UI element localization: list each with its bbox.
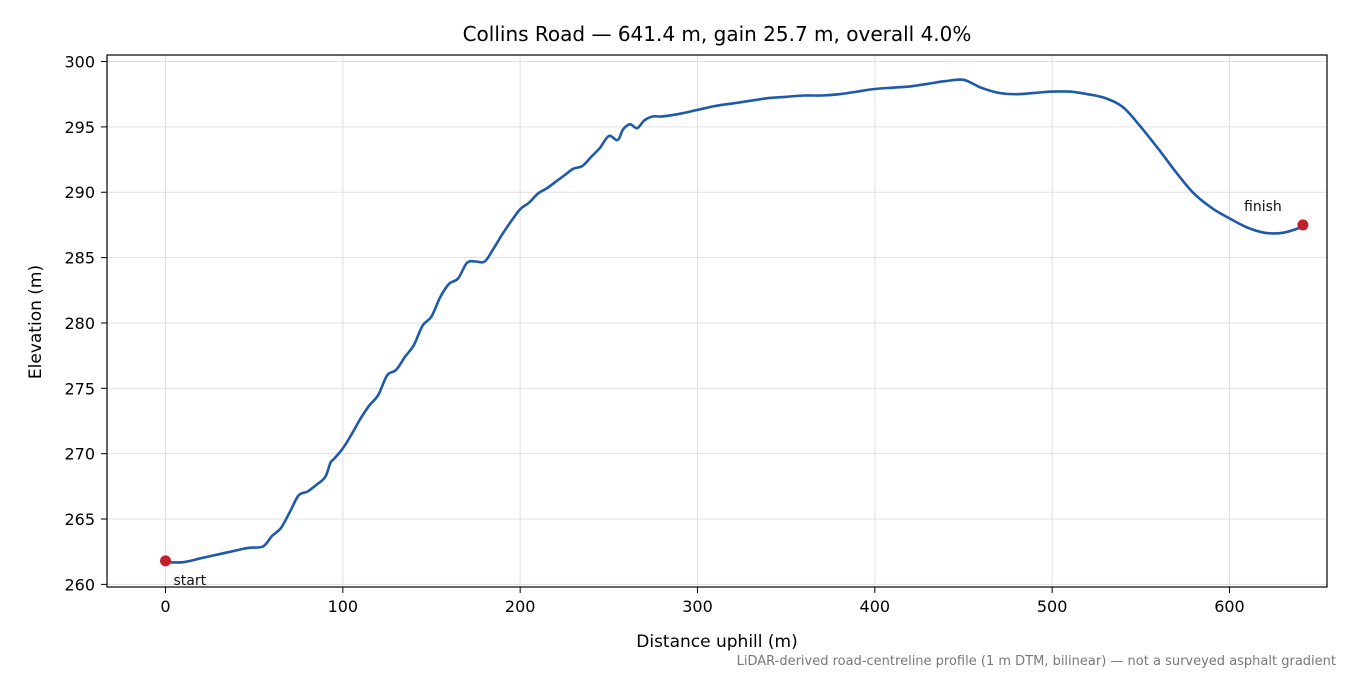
y-tick-label: 270 <box>64 445 95 464</box>
x-tick-label: 0 <box>160 597 170 616</box>
x-axis-ticks: 0 100 200 300 400 500 600 <box>160 587 1245 616</box>
x-tick-label: 300 <box>682 597 713 616</box>
grid-lines <box>107 55 1327 587</box>
x-axis-label: Distance uphill (m) <box>636 632 797 652</box>
y-tick-label: 285 <box>64 249 95 268</box>
chart-title: Collins Road — 641.4 m, gain 25.7 m, ove… <box>463 22 972 46</box>
y-tick-label: 265 <box>64 510 95 529</box>
y-axis-ticks: 260 265 270 275 280 285 290 295 300 <box>64 53 107 594</box>
markers-layer: start finish <box>160 199 1309 589</box>
x-tick-label: 600 <box>1214 597 1245 616</box>
x-tick-label: 200 <box>505 597 536 616</box>
x-tick-label: 100 <box>328 597 359 616</box>
footnote: LiDAR-derived road-centreline profile (1… <box>737 654 1336 669</box>
x-tick-label: 400 <box>860 597 891 616</box>
start-label: start <box>174 573 207 589</box>
y-axis-label: Elevation (m) <box>26 265 46 379</box>
plot-frame <box>106 54 1328 588</box>
y-tick-label: 280 <box>64 314 95 333</box>
start-marker <box>160 555 172 567</box>
y-tick-label: 260 <box>64 575 95 594</box>
y-tick-label: 300 <box>64 53 95 72</box>
series-layer <box>164 78 1305 564</box>
y-tick-label: 295 <box>64 118 95 137</box>
y-tick-label: 275 <box>64 379 95 398</box>
elevation-line <box>164 78 1305 564</box>
finish-marker <box>1297 219 1309 231</box>
finish-label: finish <box>1244 199 1282 215</box>
x-tick-label: 500 <box>1037 597 1068 616</box>
y-tick-label: 290 <box>64 183 95 202</box>
